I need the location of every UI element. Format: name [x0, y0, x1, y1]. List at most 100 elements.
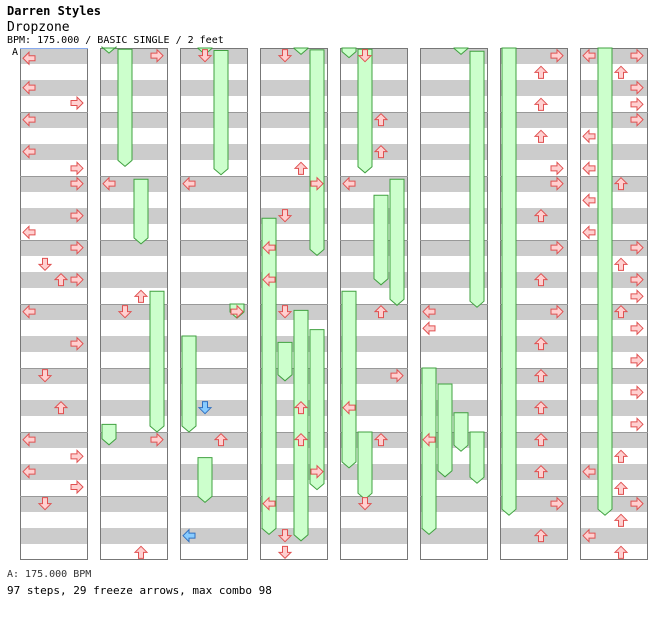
freeze-arrow [501, 47, 517, 516]
up-arrow [533, 400, 549, 415]
left-arrow [582, 193, 596, 208]
lane-stripe [20, 208, 88, 224]
freeze-arrow [437, 383, 453, 478]
down-arrow [117, 305, 133, 319]
left-arrow [582, 48, 596, 63]
down-arrow [277, 305, 293, 319]
lane-stripe [340, 336, 408, 352]
lane-stripe [500, 304, 568, 320]
up-arrow [533, 528, 549, 543]
lane-stripe [500, 496, 568, 512]
up-arrow [533, 65, 549, 79]
lane-stripe [20, 528, 88, 544]
lane-stripe [100, 48, 168, 64]
lane-stripe [180, 336, 248, 352]
up-arrow [533, 129, 549, 143]
lane-stripe [580, 240, 648, 256]
lane-stripe [580, 80, 648, 96]
right-arrow [630, 48, 644, 63]
lane-stripe [420, 368, 488, 384]
lane-stripe [100, 144, 168, 160]
up-arrow [293, 400, 309, 415]
up-arrow [613, 481, 629, 495]
lane-stripe [340, 496, 408, 512]
left-arrow [582, 129, 596, 144]
right-arrow [550, 161, 564, 176]
lane-stripe [100, 80, 168, 96]
up-arrow [613, 65, 629, 79]
up-arrow [133, 545, 149, 559]
lane-stripe [20, 368, 88, 384]
freeze-arrow [293, 47, 309, 56]
lane-stripe [180, 400, 248, 416]
right-arrow [630, 112, 644, 127]
left-arrow [182, 528, 196, 543]
lane-stripe [180, 272, 248, 288]
up-arrow [613, 449, 629, 463]
lane-stripe [340, 528, 408, 544]
down-arrow [37, 257, 53, 272]
left-arrow [22, 144, 36, 159]
right-arrow [70, 176, 84, 191]
step-chart [20, 46, 648, 560]
artist-name: Darren Styles [7, 4, 101, 18]
up-arrow [613, 545, 629, 559]
left-arrow [102, 176, 116, 191]
up-arrow [133, 289, 149, 303]
left-arrow [422, 321, 436, 336]
lane-stripe [180, 464, 248, 480]
lane-stripe [260, 528, 328, 544]
lane-stripe [420, 304, 488, 320]
right-arrow [630, 289, 644, 304]
lane-stripe [580, 48, 648, 64]
right-arrow [70, 336, 84, 351]
left-arrow [422, 304, 436, 319]
freeze-arrow [373, 194, 389, 286]
up-arrow [533, 336, 549, 351]
lane-stripe [100, 464, 168, 480]
left-arrow [22, 80, 36, 95]
lane-stripe [20, 464, 88, 480]
freeze-arrow [309, 329, 325, 491]
left-arrow [262, 272, 276, 287]
song-title: Dropzone [7, 20, 70, 35]
lane-stripe [20, 496, 88, 512]
right-arrow [630, 417, 644, 432]
freeze-arrow [597, 47, 613, 516]
left-arrow [22, 304, 36, 319]
right-arrow [70, 161, 84, 176]
lane-stripe [20, 304, 88, 320]
left-arrow [582, 528, 596, 543]
lane-stripe [180, 176, 248, 192]
lane-stripe [580, 208, 648, 224]
down-arrow [37, 497, 53, 511]
chart-meta: BPM: 175.000 / BASIC SINGLE / 2 feet [7, 35, 224, 46]
lane-stripe [20, 176, 88, 192]
right-arrow [550, 176, 564, 191]
freeze-arrow [197, 457, 213, 504]
left-arrow [22, 51, 36, 66]
left-arrow [262, 496, 276, 511]
right-arrow [390, 368, 404, 383]
freeze-arrow [213, 50, 229, 176]
lane-stripe [580, 496, 648, 512]
up-arrow [613, 513, 629, 527]
lane-stripe [100, 432, 168, 448]
freeze-arrow [469, 50, 485, 308]
down-arrow [277, 49, 293, 63]
lane-stripe [340, 400, 408, 416]
freeze-arrow [357, 431, 373, 500]
left-arrow [422, 432, 436, 447]
lane-stripe [580, 400, 648, 416]
up-arrow [533, 464, 549, 479]
up-arrow [533, 368, 549, 383]
lane-stripe [580, 144, 648, 160]
lane-stripe [100, 272, 168, 288]
lane-stripe [500, 144, 568, 160]
left-arrow [582, 225, 596, 240]
up-arrow [293, 432, 309, 447]
freeze-arrow [309, 49, 325, 257]
lane-stripe [500, 176, 568, 192]
lane-stripe [420, 400, 488, 416]
right-arrow [630, 496, 644, 511]
